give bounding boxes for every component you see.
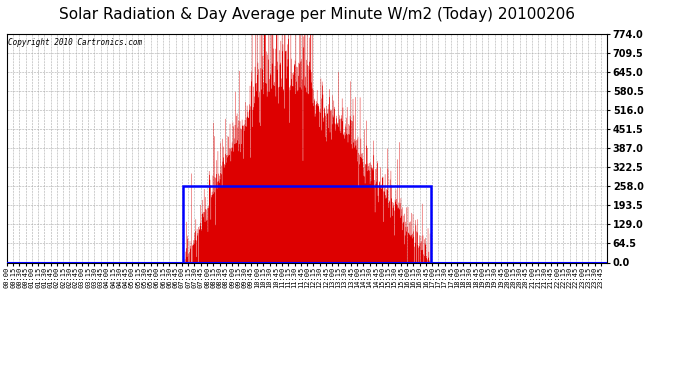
Bar [183, 186, 431, 262]
Text: Copyright 2010 Cartronics.com: Copyright 2010 Cartronics.com [8, 38, 142, 47]
Text: Solar Radiation & Day Average per Minute W/m2 (Today) 20100206: Solar Radiation & Day Average per Minute… [59, 8, 575, 22]
